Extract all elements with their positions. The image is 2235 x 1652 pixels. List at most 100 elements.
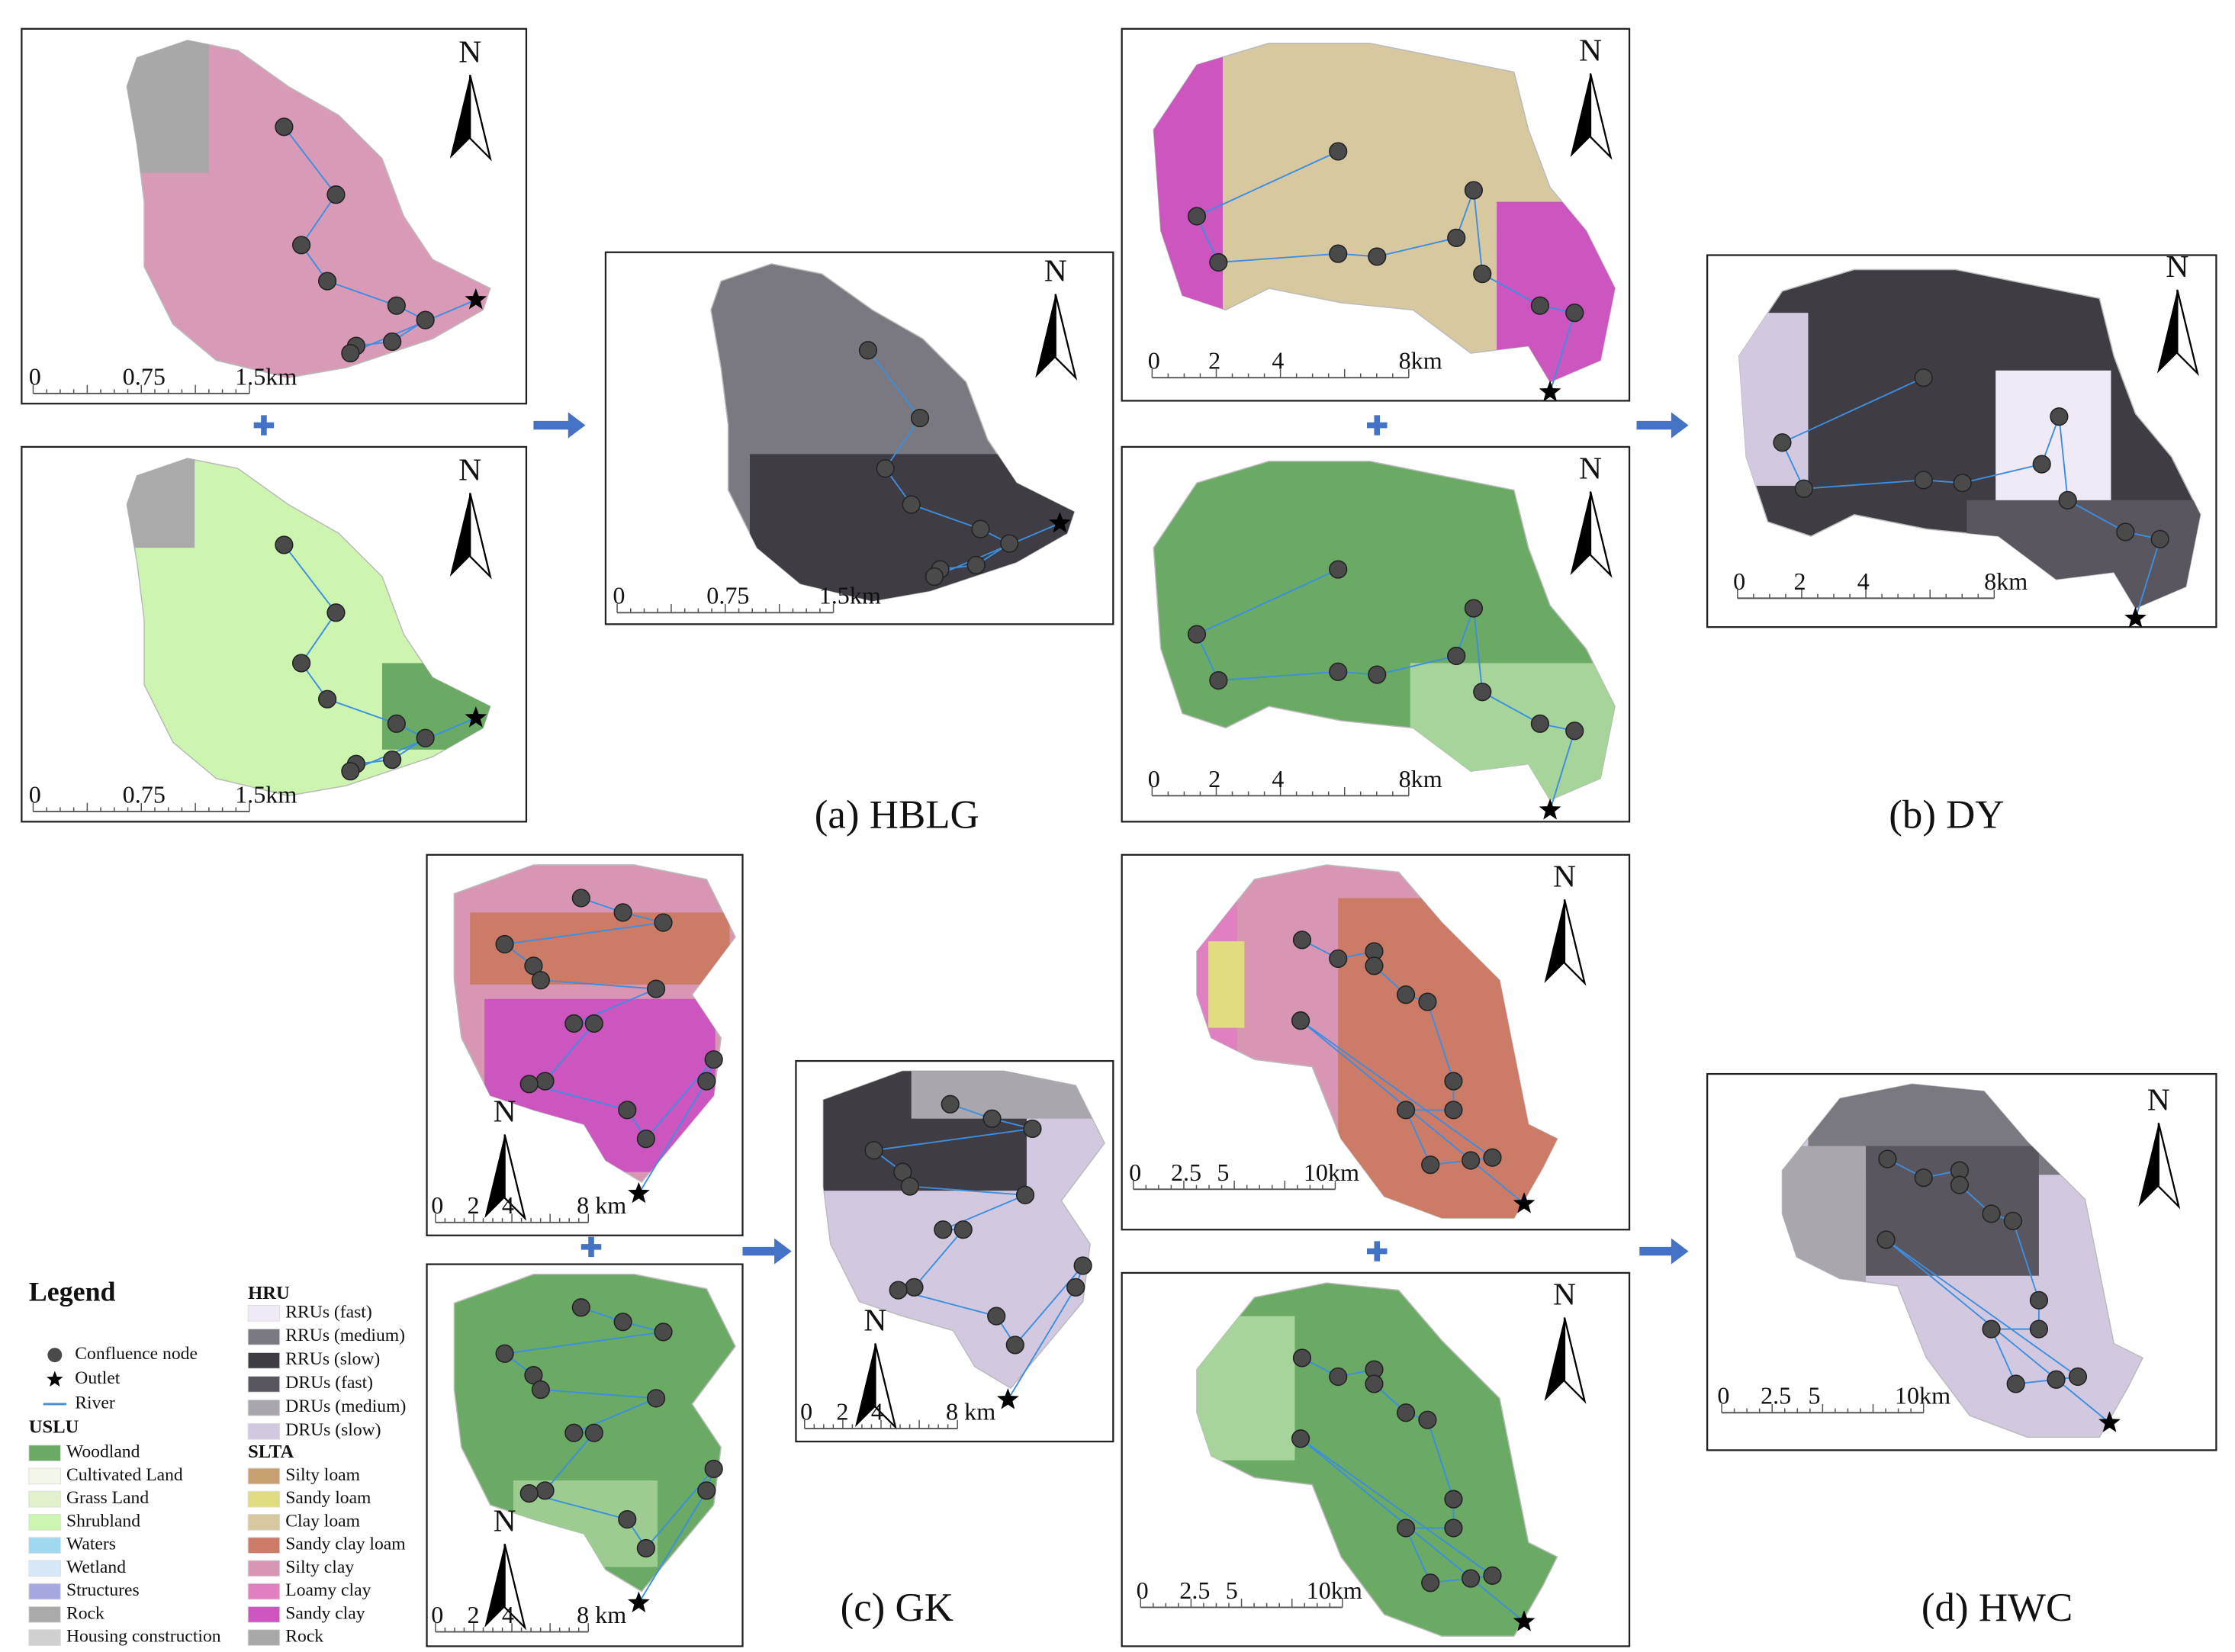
north-arrow <box>1570 491 1591 576</box>
scale-label: 8 km <box>946 1398 995 1425</box>
confluence-node <box>2068 1367 2088 1387</box>
confluence-node <box>934 1220 953 1239</box>
confluence-node <box>889 1281 908 1300</box>
legend-swatch <box>247 1328 281 1345</box>
scale-label: 0 <box>1733 567 1745 595</box>
confluence-node <box>291 654 311 673</box>
scale-label: 2.5 <box>1761 1382 1791 1409</box>
confluence-node <box>2006 1374 2025 1393</box>
scale-label: 0 <box>29 362 41 390</box>
map-panel: N 0 2 4 8km <box>1121 445 1631 823</box>
legend-swatch <box>247 1375 281 1393</box>
confluence-node <box>1073 1256 1092 1275</box>
confluence-node <box>1953 474 1972 493</box>
river <box>872 1103 1084 1400</box>
legend-label: Sandy clay loam <box>285 1535 405 1554</box>
north-label: N <box>1044 253 1067 288</box>
north-arrow <box>1589 491 1613 578</box>
confluence-node <box>1418 992 1437 1011</box>
confluence-node <box>1291 1011 1310 1030</box>
confluence-node <box>318 689 337 709</box>
plus <box>580 1236 602 1258</box>
confluence-node <box>326 185 346 204</box>
legend-label: Housing construction <box>66 1627 221 1647</box>
confluence-node <box>1464 599 1484 618</box>
confluence-node <box>318 272 337 291</box>
confluence-node <box>341 762 360 781</box>
map-panel: N 0 2.5 5 10km <box>1121 1271 1631 1647</box>
confluence-node <box>2032 455 2051 474</box>
scale-label: 8 km <box>577 1601 626 1628</box>
scale-label: 1.5km <box>819 582 881 609</box>
confluence-node <box>1483 1148 1502 1167</box>
confluence-node <box>636 1538 655 1558</box>
confluence-node <box>291 236 311 255</box>
outlet <box>2124 606 2147 628</box>
scale-label: 4 <box>1857 567 1870 595</box>
legend-label: Confluence node <box>75 1344 198 1364</box>
legend-title: Legend <box>29 1277 116 1307</box>
north-label: N <box>2147 1082 2170 1117</box>
legend-label: Rock <box>66 1603 105 1623</box>
legend-swatch <box>247 1560 281 1577</box>
outlet <box>996 1388 1019 1409</box>
confluence-node <box>1187 207 1207 226</box>
north-label: N <box>1579 32 1602 67</box>
north-arrow <box>503 1134 527 1221</box>
north-label: N <box>494 1094 516 1129</box>
zone <box>1208 941 1245 1028</box>
confluence-node <box>1396 1403 1416 1422</box>
outlet <box>1513 1610 1536 1631</box>
confluence-node <box>1329 949 1348 968</box>
scale-label: 4 <box>502 1191 514 1219</box>
confluence-node <box>2029 1319 2049 1339</box>
confluence-node <box>971 519 990 538</box>
confluence-node <box>2150 529 2169 548</box>
legend-label: RRUs (fast) <box>285 1302 371 1322</box>
confluence-node <box>893 1162 912 1181</box>
legend-label: Waters <box>66 1535 116 1554</box>
north-label: N <box>863 1303 886 1338</box>
scale-label: 8km <box>1399 347 1442 374</box>
north-arrow <box>1544 899 1564 984</box>
legend-label: RRUs (slow) <box>285 1349 380 1369</box>
legend-label: Rock <box>285 1627 323 1647</box>
caption: (a) HBLG <box>815 793 979 837</box>
legend-group-title: USLU <box>29 1417 79 1438</box>
legend-swatch <box>247 1514 281 1531</box>
scale-label: 0 <box>431 1601 443 1628</box>
confluence-node <box>1396 985 1416 1004</box>
confluence-node <box>1483 1566 1502 1585</box>
map-panel: N 0 2 4 8 km <box>426 1263 744 1647</box>
scale-label: 2 <box>1208 347 1220 374</box>
watershed <box>126 40 491 378</box>
outlet <box>1513 1192 1536 1213</box>
confluence-node <box>697 1481 716 1500</box>
confluence-node <box>613 1313 632 1332</box>
legend-label: DRUs (slow) <box>285 1420 381 1440</box>
confluence-node <box>618 1510 637 1529</box>
confluence-node <box>1444 1101 1463 1120</box>
legend-label: DRUs (medium) <box>285 1396 406 1416</box>
confluence-node <box>613 903 632 922</box>
legend-label: Loamy clay <box>285 1580 371 1600</box>
legend-swatch <box>247 1351 281 1369</box>
confluence-node <box>982 1109 1002 1128</box>
confluence-node <box>1794 479 1813 498</box>
north-arrow <box>1544 1317 1564 1402</box>
north-arrow <box>2156 289 2178 374</box>
confluence-node <box>1444 1519 1463 1538</box>
confluence-node <box>902 495 921 514</box>
confluence-node <box>275 535 294 554</box>
confluence-node <box>1982 1204 2001 1223</box>
scale-label: 2 <box>1208 765 1220 792</box>
confluence-node <box>1447 228 1466 247</box>
confluence-node <box>697 1072 716 1091</box>
confluence-node <box>531 971 550 990</box>
river <box>503 897 715 1194</box>
scale-label: 4 <box>871 1398 883 1425</box>
map-panel: N 0 2.5 5 10km <box>1706 1072 2217 1451</box>
north-label: N <box>458 34 481 69</box>
north-arrow <box>449 75 471 159</box>
